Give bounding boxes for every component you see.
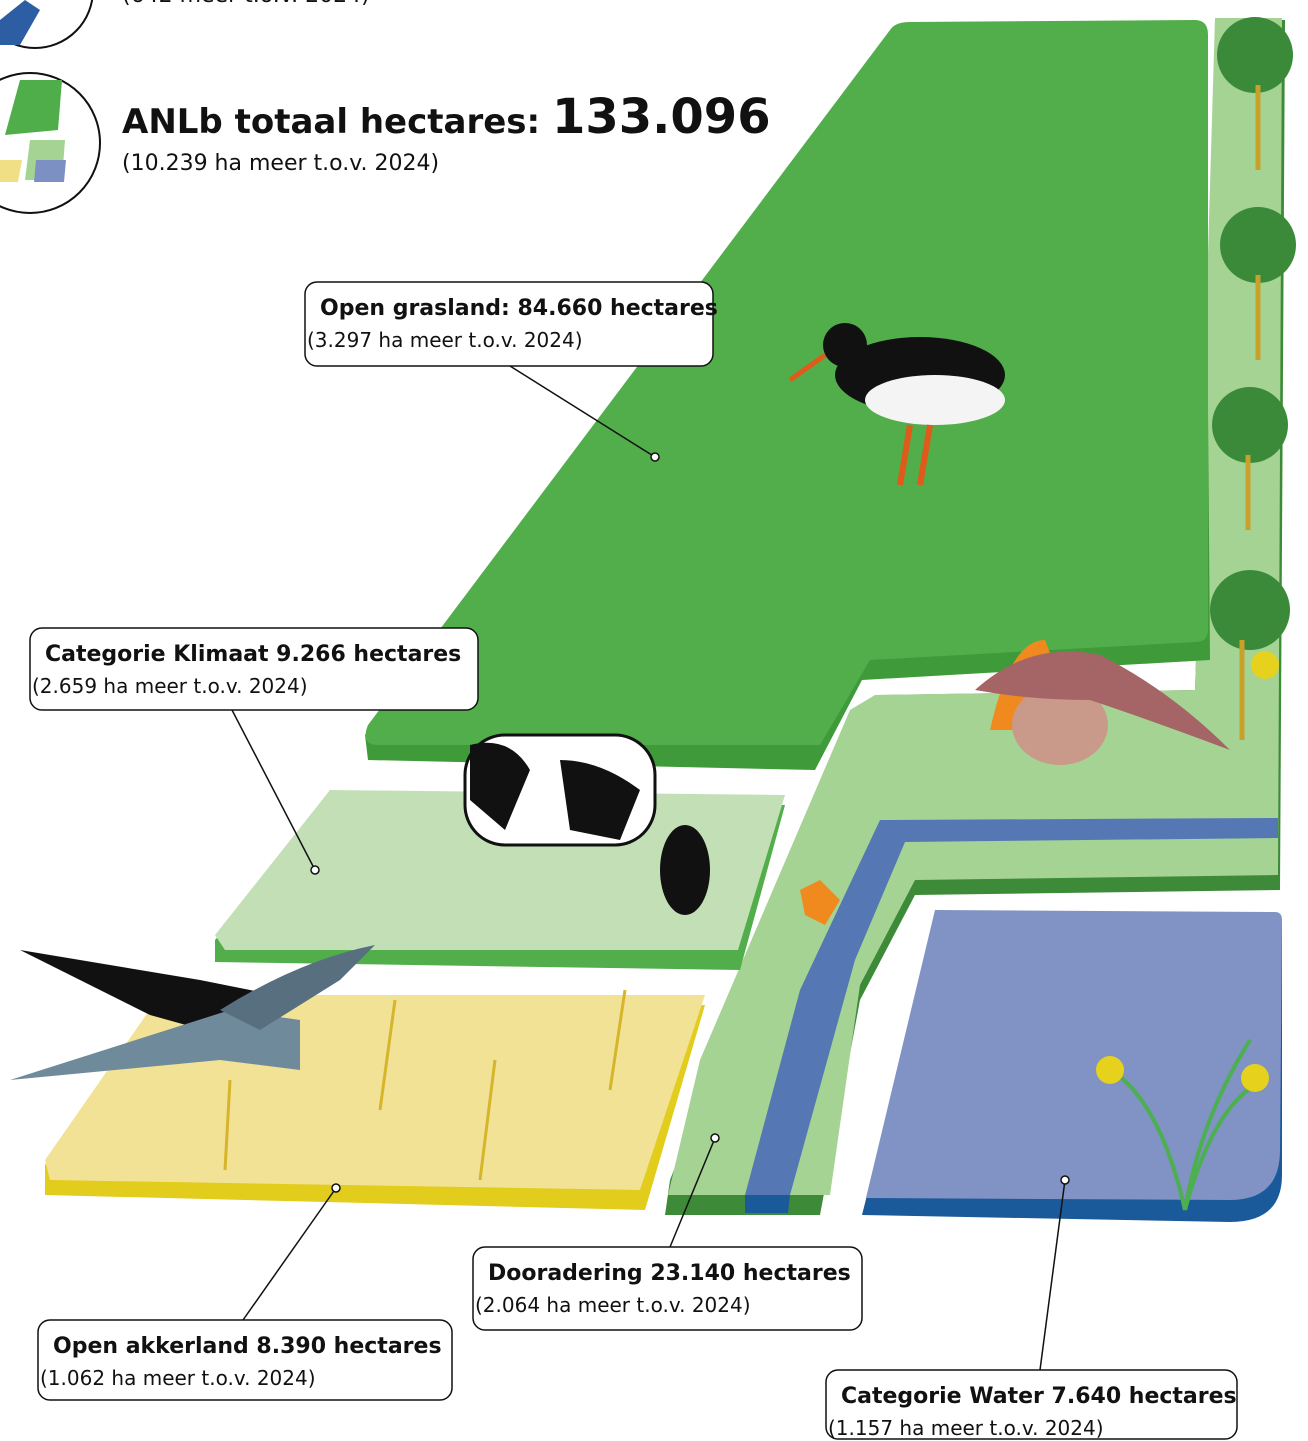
callout-title: Open grasland: 84.660 hectares xyxy=(320,296,718,321)
infographic: (642 meer t.o.v. 2024) ANLb totaal hecta… xyxy=(0,0,1308,1441)
callout-note: (2.064 ha meer t.o.v. 2024) xyxy=(475,1293,751,1317)
page: {"header": {"cropped_note": "(642 meer t… xyxy=(0,0,1308,1441)
callout-title: Dooradering 23.140 hectares xyxy=(488,1261,851,1286)
callout-note: (2.659 ha meer t.o.v. 2024) xyxy=(32,674,308,698)
callout-note: (1.062 ha meer t.o.v. 2024) xyxy=(40,1366,316,1390)
leader-line xyxy=(232,710,315,870)
water-field xyxy=(866,910,1282,1200)
channel-edge xyxy=(745,1195,790,1213)
callout-box xyxy=(305,282,713,366)
leader-dot xyxy=(1061,1176,1069,1184)
callout-title: Categorie Water 7.640 hectares xyxy=(841,1384,1237,1409)
leader-dot xyxy=(711,1134,719,1142)
cropped-note: (642 meer t.o.v. 2024) xyxy=(122,0,370,8)
arable-field xyxy=(45,995,705,1190)
callout-note: (1.157 ha meer t.o.v. 2024) xyxy=(828,1416,1104,1440)
total-heading: ANLb totaal hectares: 133.096 xyxy=(122,89,771,145)
total-note: (10.239 ha meer t.o.v. 2024) xyxy=(122,151,439,176)
leader-line xyxy=(243,1188,336,1320)
leader-dot xyxy=(332,1184,340,1192)
callout-title: Categorie Klimaat 9.266 hectares xyxy=(45,642,461,667)
callout-title: Open akkerland 8.390 hectares xyxy=(53,1334,442,1359)
callout-box xyxy=(473,1247,862,1330)
callout-note: (3.297 ha meer t.o.v. 2024) xyxy=(307,328,583,352)
leader-dot xyxy=(651,453,659,461)
total-value: 133.096 xyxy=(552,89,771,145)
total-label: ANLb totaal hectares: xyxy=(122,102,552,142)
icon-shape xyxy=(34,160,66,182)
leader-dot xyxy=(311,866,319,874)
